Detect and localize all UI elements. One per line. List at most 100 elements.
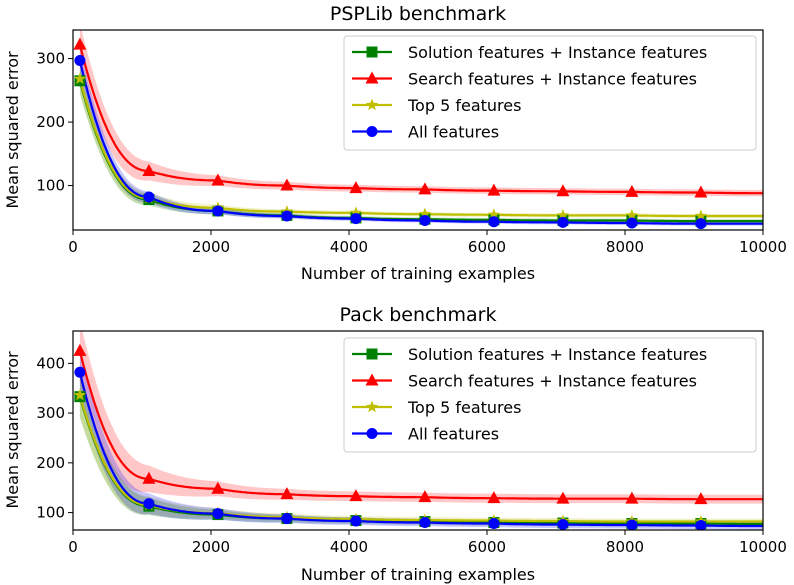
plot-area (73, 30, 763, 230)
data-point (73, 37, 87, 50)
data-point (212, 205, 224, 217)
data-point (142, 471, 156, 484)
x-axis: 0 2000 4000 6000 8000 10000 (68, 230, 787, 256)
data-point (557, 519, 569, 530)
x-axis-label: Number of training examples (301, 565, 535, 584)
legend-entry: Search features + Instance features (352, 372, 697, 391)
legend-entry: Top 5 features (352, 96, 521, 115)
data-point (143, 498, 155, 510)
data-point (487, 491, 501, 504)
data-point (142, 163, 156, 176)
legend-label: All features (408, 425, 499, 444)
x-tick-label: 0 (68, 538, 78, 556)
x-tick-label: 2000 (192, 238, 230, 256)
legend-label: Search features + Instance features (408, 372, 697, 391)
data-point (419, 214, 431, 226)
legend-label: All features (408, 123, 499, 142)
panel-psplib: PSPLib benchmark 0 2000 4000 6000 8000 10000 … (3, 3, 787, 283)
data-point (488, 216, 500, 228)
data-point (625, 184, 639, 197)
data-point (694, 492, 708, 505)
axes-frame (72, 29, 764, 231)
legend-entry: Solution features + Instance features (352, 43, 707, 62)
data-point (349, 206, 363, 219)
legend-marker (366, 46, 378, 58)
panel-pack: Pack benchmark 0 2000 4000 6000 8000 10000 10… (3, 304, 787, 584)
data-point (73, 72, 87, 85)
confidence-band (79, 30, 763, 197)
confidence-band (79, 375, 763, 527)
legend-label: Top 5 features (407, 398, 521, 417)
x-tick-label: 10000 (739, 538, 787, 556)
data-point (349, 181, 363, 194)
y-axis-label: Mean squared error (3, 351, 22, 509)
legend-label: Search features + Instance features (408, 70, 697, 89)
legend-marker (365, 373, 379, 386)
y-tick-label: 100 (36, 177, 65, 195)
legend-marker (366, 126, 378, 137)
data-point (418, 490, 432, 503)
data-point (74, 366, 86, 378)
data-point (418, 182, 432, 195)
x-tick-label: 4000 (330, 238, 368, 256)
legend-box (343, 35, 757, 151)
legend-marker (365, 71, 379, 84)
x-tick-label: 6000 (468, 538, 506, 556)
legend-marker (365, 98, 379, 111)
data-point (419, 517, 431, 529)
data-point (73, 388, 87, 401)
legend-label: Solution features + Instance features (408, 345, 707, 364)
confidence-band (79, 331, 763, 504)
data-point (556, 491, 570, 504)
data-point (625, 491, 639, 504)
x-axis-label: Number of training examples (301, 264, 535, 283)
data-point (695, 520, 707, 530)
data-point (350, 213, 362, 225)
legend-entry: All features (352, 425, 499, 444)
x-tick-label: 0 (68, 238, 78, 256)
chart-title: Pack benchmark (340, 304, 497, 326)
data-point (211, 481, 225, 494)
y-tick-label: 400 (36, 354, 65, 372)
data-point (487, 183, 501, 196)
y-tick-label: 100 (36, 504, 65, 522)
data-point (556, 184, 570, 197)
y-axis-label: Mean squared error (3, 51, 22, 209)
data-point (280, 487, 294, 500)
data-point (73, 343, 87, 356)
legend-marker (366, 348, 378, 360)
data-point (488, 518, 500, 530)
y-axis: 100 200 300 400 (36, 354, 73, 522)
data-point (280, 178, 294, 191)
data-point (281, 513, 293, 525)
axes-frame (72, 330, 764, 531)
legend-label: Solution features + Instance features (408, 43, 707, 62)
y-tick-label: 200 (36, 113, 65, 131)
y-tick-label: 200 (36, 454, 65, 472)
data-point (281, 210, 293, 222)
plot-area (73, 331, 763, 530)
x-tick-label: 6000 (468, 238, 506, 256)
legend-entry: Search features + Instance features (352, 70, 697, 89)
legend-marker (365, 400, 379, 413)
data-point (211, 173, 225, 186)
x-tick-label: 2000 (192, 538, 230, 556)
data-point (350, 515, 362, 527)
data-point (143, 191, 155, 203)
data-point (487, 208, 501, 220)
data-point (74, 54, 86, 66)
y-tick-label: 300 (36, 404, 65, 422)
x-tick-label: 8000 (606, 538, 644, 556)
data-point (557, 216, 569, 228)
data-point (349, 489, 363, 502)
legend-entry: Solution features + Instance features (352, 345, 707, 364)
legend-entry: All features (352, 123, 499, 142)
data-point (625, 208, 639, 221)
legend: Solution features + Instance features Sea… (343, 35, 757, 151)
legend-entry: Top 5 features (352, 398, 521, 417)
x-tick-label: 10000 (739, 238, 787, 256)
data-point (694, 185, 708, 198)
data-point (556, 208, 570, 221)
legend-box (343, 337, 757, 453)
